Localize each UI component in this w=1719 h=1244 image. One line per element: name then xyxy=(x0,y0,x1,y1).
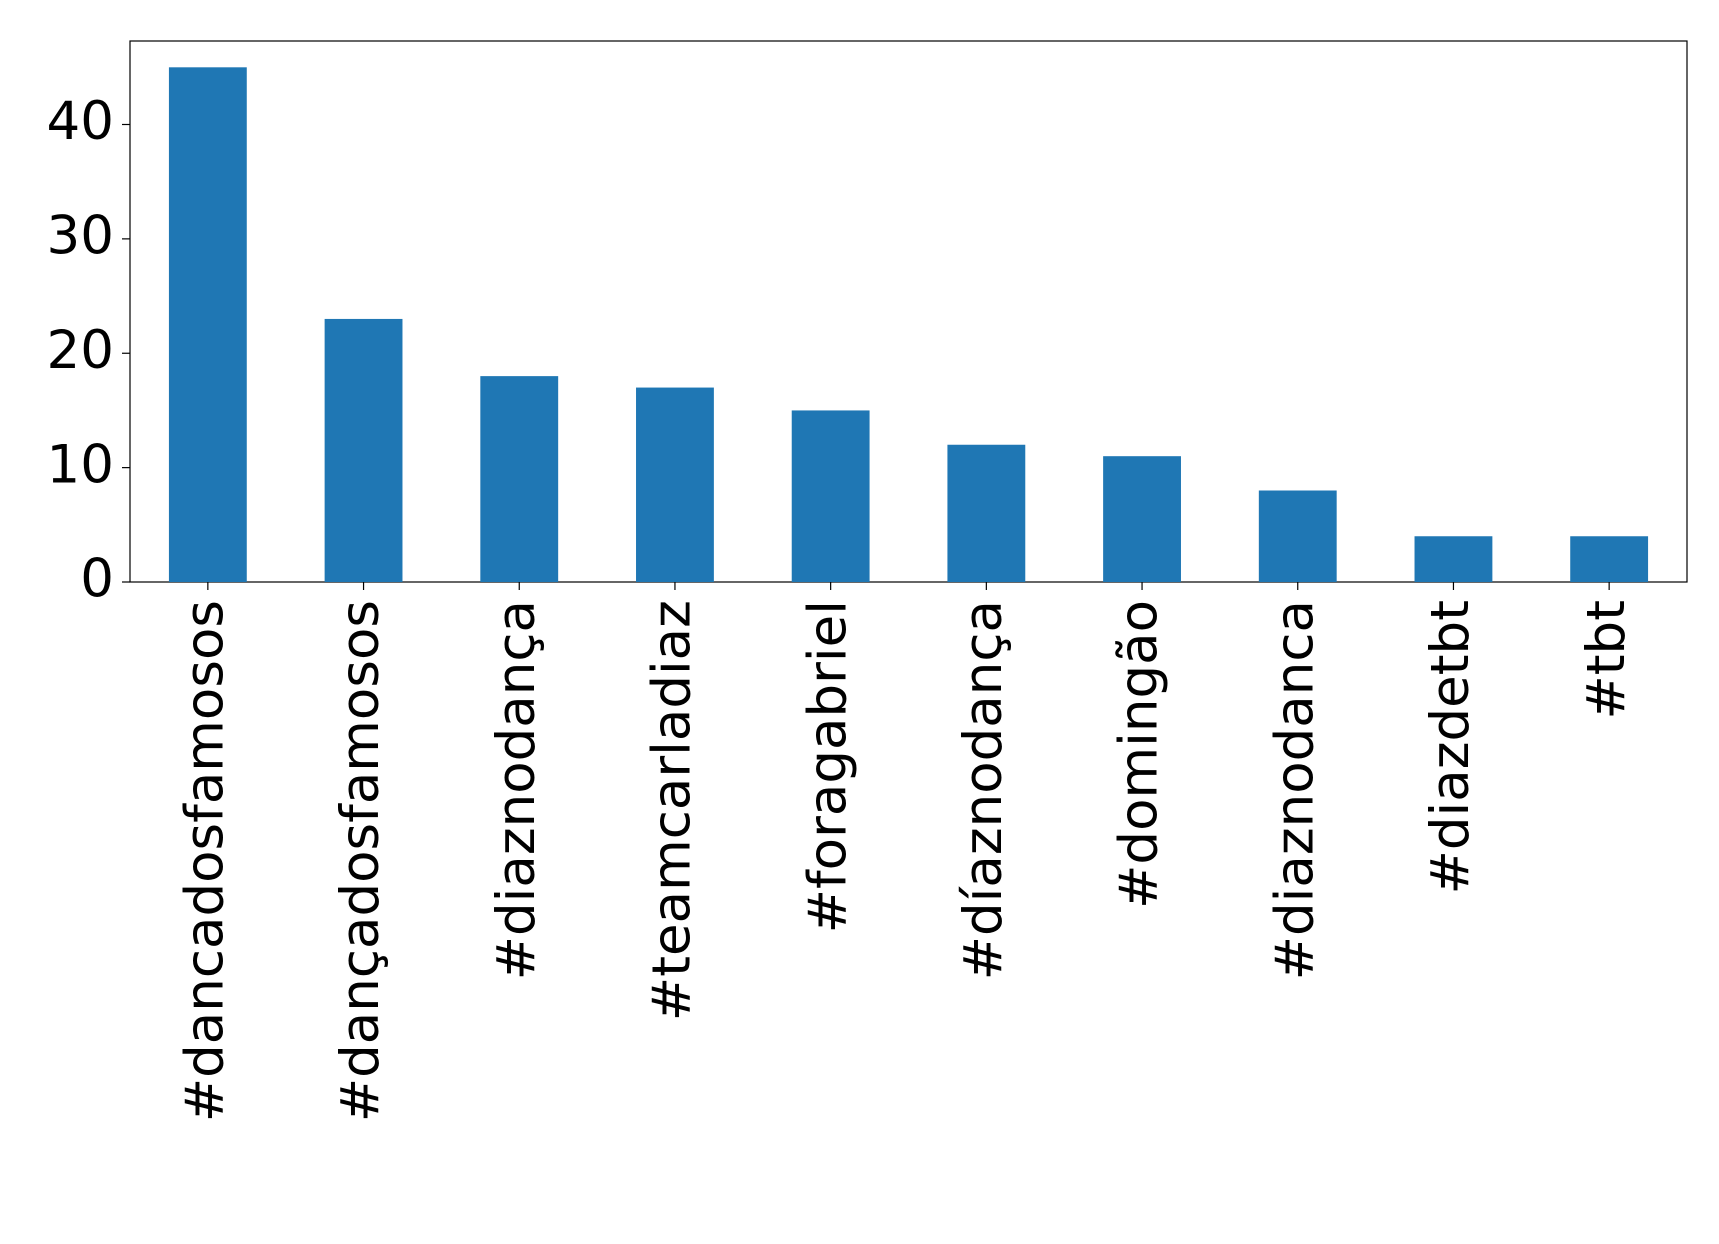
y-tick-label: 30 xyxy=(47,206,114,267)
bar xyxy=(1414,536,1493,582)
x-tick-label: #diaznodanca xyxy=(1264,600,1325,980)
x-tick-label: #díaznodança xyxy=(953,600,1014,980)
x-tick-label: #tbt xyxy=(1576,600,1637,720)
y-tick-label: 10 xyxy=(47,434,114,495)
x-tick-label: #foragabriel xyxy=(797,600,858,933)
bar xyxy=(168,67,247,582)
bar xyxy=(1258,490,1337,582)
bar xyxy=(1570,536,1649,582)
plot-frame xyxy=(129,40,1688,583)
x-tick-label: #dancadosfamosos xyxy=(174,600,235,1122)
bar xyxy=(791,410,870,582)
y-tick-label: 0 xyxy=(80,549,114,610)
bar xyxy=(636,387,714,582)
bar xyxy=(1103,456,1181,582)
x-tick-label: #diaznodança xyxy=(486,600,547,980)
x-tick-label: #diazdetbt xyxy=(1420,600,1481,895)
x-tick-label: #teamcarladiaz xyxy=(642,600,703,1021)
y-tick-label: 40 xyxy=(47,91,114,152)
y-tick-label: 20 xyxy=(47,320,114,381)
bar xyxy=(947,444,1026,582)
x-tick-label: #domingão xyxy=(1109,600,1170,909)
bar xyxy=(480,376,559,582)
bar xyxy=(324,318,403,582)
x-tick-label: #dançadosfamosos xyxy=(330,600,391,1122)
